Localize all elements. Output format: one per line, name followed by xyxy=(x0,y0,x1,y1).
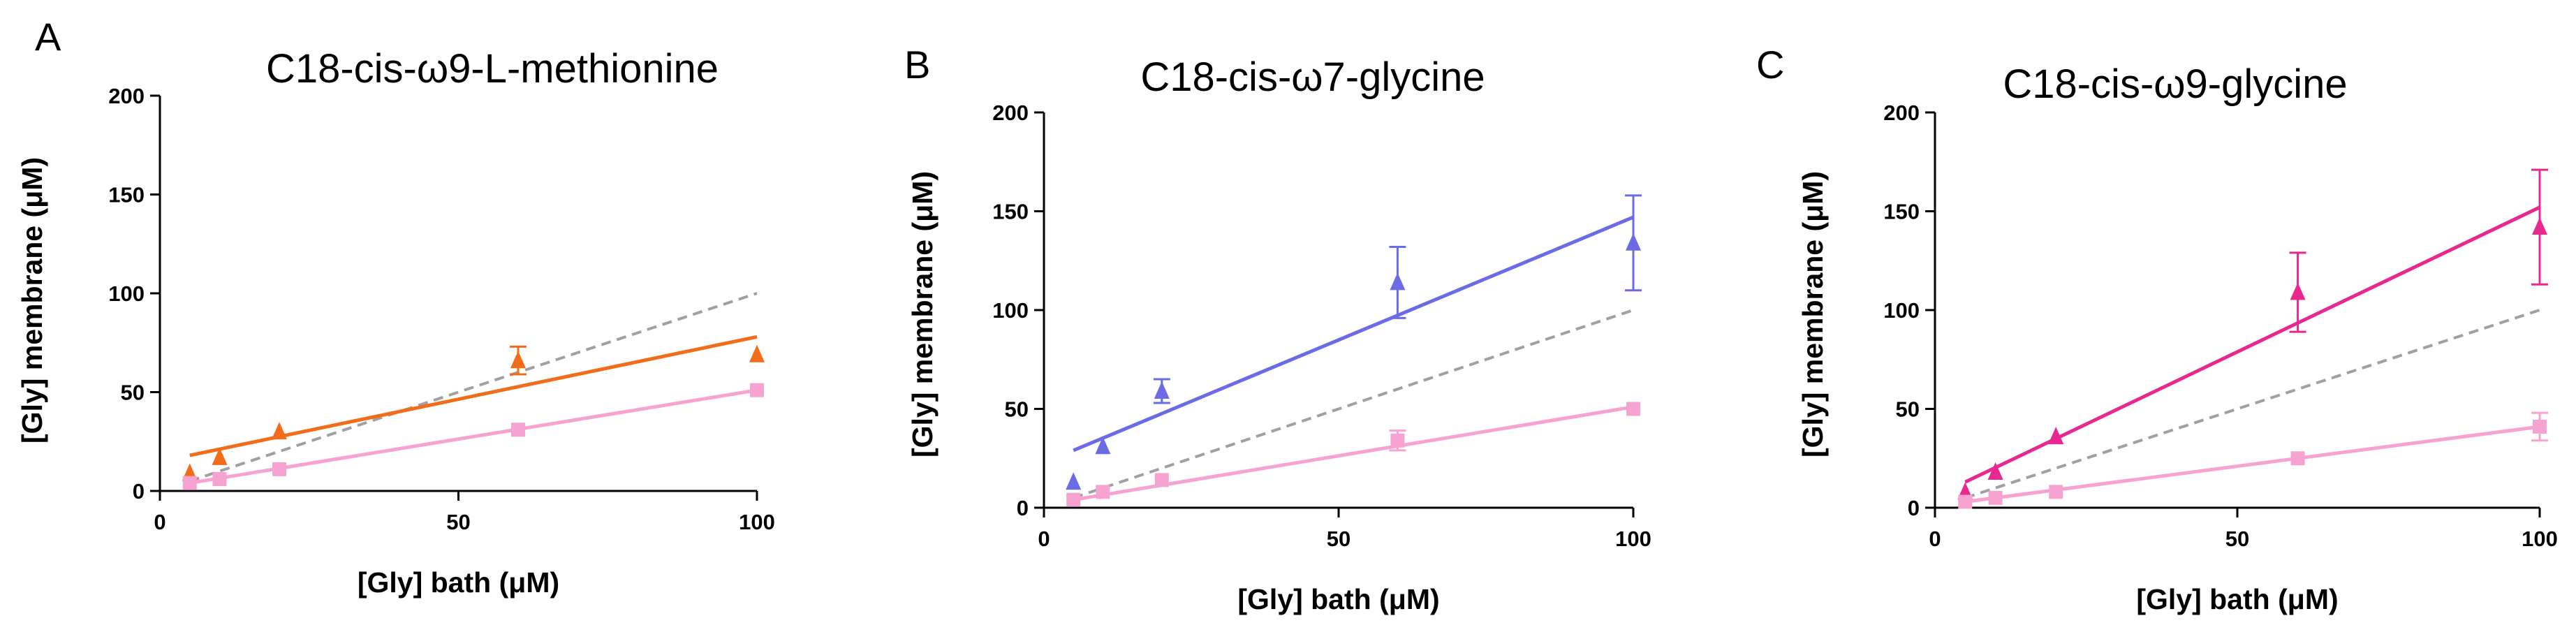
y-tick-label: 0 xyxy=(1017,496,1029,520)
x-tick-label: 50 xyxy=(2225,527,2249,551)
y-tick-label: 50 xyxy=(1005,397,1029,422)
y-tick-label: 100 xyxy=(108,281,145,306)
y-tick-label: 150 xyxy=(1883,200,1920,224)
square-point xyxy=(1390,433,1405,448)
y-tick-label: 200 xyxy=(108,84,145,108)
panel-a: A C18-cis-ω9-L-methionine 0 50 100 150 200 0 5… xyxy=(16,15,775,598)
triangle-point xyxy=(2048,427,2064,445)
triangle-point xyxy=(1066,472,1082,490)
reference-line xyxy=(1073,309,1634,499)
x-axis-label: [Gly] bath (μM) xyxy=(1237,583,1439,615)
y-axis-label: [Gly] membrane (μM) xyxy=(16,157,48,443)
reference-line xyxy=(1964,309,2540,499)
triangle-point xyxy=(1390,272,1406,291)
x-tick-label: 0 xyxy=(1038,527,1050,551)
panel-letter: A xyxy=(35,15,61,59)
y-tick-label: 50 xyxy=(121,381,145,405)
x-tick-label: 0 xyxy=(1929,527,1941,551)
reference-line xyxy=(189,292,758,483)
square-point xyxy=(1988,490,2003,505)
square-point xyxy=(2049,485,2063,499)
y-tick-label: 100 xyxy=(1883,298,1920,323)
panel-letter: B xyxy=(904,43,930,87)
y-tick-label: 200 xyxy=(992,101,1029,125)
panel-c: C C18-cis-ω9-glycine 0 50 100 150 200 0 50 100 [… xyxy=(1756,43,2558,615)
y-axis-label: [Gly] membrane (μM) xyxy=(906,171,939,457)
square-point xyxy=(1066,492,1081,507)
y-tick-label: 100 xyxy=(992,298,1029,323)
y-tick-label: 150 xyxy=(108,183,145,207)
square-point xyxy=(1626,402,1640,416)
panel-title: C18-cis-ω7-glycine xyxy=(1140,54,1485,100)
y-tick-label: 0 xyxy=(133,479,145,504)
square-point xyxy=(182,476,197,490)
square-point xyxy=(2533,419,2547,434)
panel-b: B C18-cis-ω7-glycine 0 50 100 150 200 0 50 100 [… xyxy=(904,43,1651,615)
y-axis-label: [Gly] membrane (μM) xyxy=(1797,171,1829,457)
square-point xyxy=(272,462,286,476)
triangle-fit-line xyxy=(1964,205,2541,484)
panel-title: C18-cis-ω9-L-methionine xyxy=(266,46,719,91)
square-point xyxy=(212,472,227,487)
x-axis-label: [Gly] bath (μM) xyxy=(2136,583,2338,615)
triangle-point xyxy=(2532,217,2547,235)
x-tick-label: 50 xyxy=(446,510,470,534)
panel-title: C18-cis-ω9-glycine xyxy=(2003,61,2347,107)
x-tick-label: 50 xyxy=(1327,527,1350,551)
panel-letter: C xyxy=(1756,43,1784,87)
x-axis-label: [Gly] bath (μM) xyxy=(358,566,559,598)
square-point xyxy=(2290,451,2305,466)
triangle-point xyxy=(2290,282,2306,300)
square-point xyxy=(1958,494,1973,509)
square-point xyxy=(1154,473,1169,487)
y-tick-label: 0 xyxy=(1908,496,1920,520)
y-tick-label: 50 xyxy=(1896,397,1920,422)
x-tick-label: 100 xyxy=(2522,527,2558,551)
square-point xyxy=(750,383,764,397)
x-tick-label: 100 xyxy=(1615,527,1651,551)
triangle-point xyxy=(212,447,228,465)
y-tick-label: 150 xyxy=(992,200,1029,224)
triangle-point xyxy=(1154,381,1170,399)
triangle-point xyxy=(1626,233,1641,251)
x-tick-label: 0 xyxy=(154,510,165,534)
triangle-point xyxy=(272,422,287,440)
triangle-point xyxy=(510,351,526,369)
x-tick-label: 100 xyxy=(739,510,775,534)
square-point xyxy=(1096,485,1110,499)
triangle-point xyxy=(749,344,765,362)
triangle-point xyxy=(1095,436,1111,455)
square-point xyxy=(511,423,525,437)
triangle-fit-line xyxy=(1073,215,1634,453)
triangle-point xyxy=(1987,462,2003,480)
y-tick-label: 200 xyxy=(1883,101,1920,125)
